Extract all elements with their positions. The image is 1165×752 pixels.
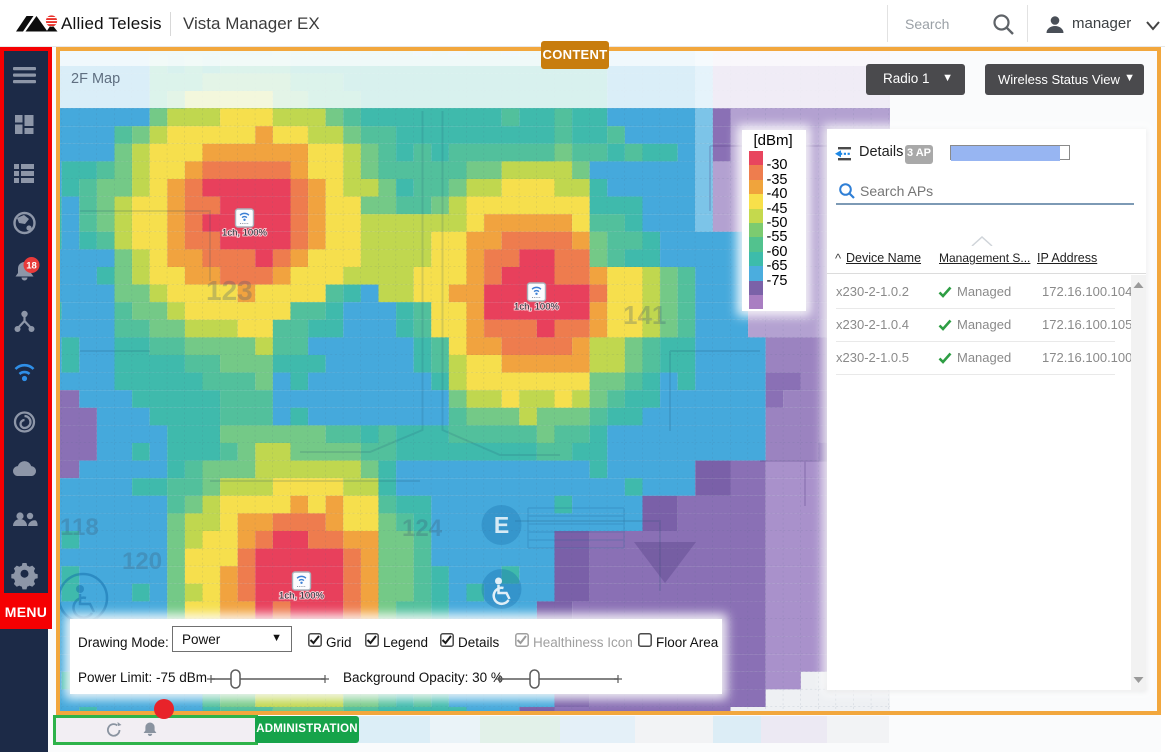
svg-text:124: 124	[402, 515, 443, 542]
svg-text:123: 123	[206, 275, 253, 306]
svg-text:120: 120	[122, 548, 162, 575]
svg-text:1ch, 100%: 1ch, 100%	[279, 591, 324, 602]
svg-text:118: 118	[60, 514, 99, 541]
svg-text:E: E	[493, 512, 508, 538]
svg-text:18: 18	[26, 261, 37, 272]
svg-text:141: 141	[623, 300, 666, 330]
svg-text:1ch, 100%: 1ch, 100%	[222, 228, 267, 239]
svg-text:1ch, 100%: 1ch, 100%	[514, 302, 559, 313]
